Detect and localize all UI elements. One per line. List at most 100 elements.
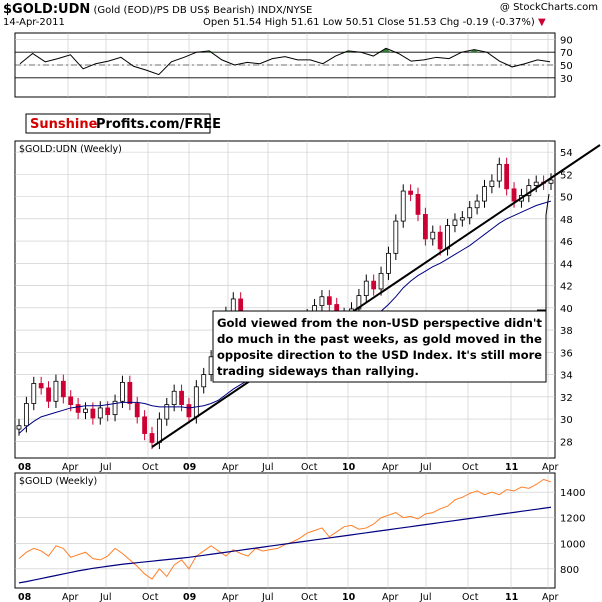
price-tick-label: 44 bbox=[560, 259, 573, 270]
price-tick-label: 52 bbox=[560, 170, 573, 181]
price-tick-label: 54 bbox=[560, 148, 573, 159]
chg-label: Chg bbox=[439, 17, 460, 28]
price-tick-label: 40 bbox=[560, 304, 573, 315]
price-panel-title: $GOLD:UDN (Weekly) bbox=[19, 144, 122, 155]
chg-down-arrow-icon: ▼ bbox=[538, 17, 546, 28]
gold-x-tick-label: Apr bbox=[222, 592, 239, 602]
annotation-line: trading sideways than rallying. bbox=[217, 364, 419, 378]
candle-body bbox=[400, 190, 406, 222]
candle-body bbox=[16, 425, 22, 430]
candle-body bbox=[326, 296, 332, 305]
rsi-overbought-fill bbox=[380, 48, 391, 53]
annotation-pointer bbox=[537, 193, 550, 311]
candle-body bbox=[60, 380, 66, 398]
chart-title: $GOLD:UDN (Gold (EOD)/PS DB US$ Bearish)… bbox=[3, 2, 312, 17]
candle-body bbox=[533, 181, 539, 186]
candle-body bbox=[452, 219, 458, 226]
rsi-tick-label: 30 bbox=[560, 74, 573, 85]
candle-body bbox=[112, 400, 118, 416]
watermark-box bbox=[25, 113, 211, 134]
candle-body bbox=[363, 280, 369, 297]
rsi-line bbox=[19, 47, 551, 76]
gold-x-tick-label: Apr bbox=[382, 592, 399, 602]
price-x-tick-label: Apr bbox=[222, 462, 239, 473]
annotation-line: Gold viewed from the non-USD perspective… bbox=[217, 316, 542, 330]
gold-x-tick-label: Oct bbox=[301, 592, 318, 602]
gold-tick-label: 800 bbox=[560, 565, 579, 576]
annotation-line: do much in the past weeks, as gold moved… bbox=[217, 332, 542, 346]
candle-body bbox=[489, 180, 495, 188]
candle-body bbox=[83, 408, 88, 413]
price-panel-frame bbox=[14, 140, 556, 459]
high-value: 51.61 bbox=[290, 17, 320, 28]
symbol-label: $GOLD:UDN bbox=[3, 2, 91, 17]
candle-body bbox=[482, 186, 487, 202]
candle-body bbox=[437, 231, 443, 250]
candle-body bbox=[149, 433, 155, 443]
gold-x-tick-label: Apr bbox=[62, 592, 79, 602]
close-label: Close bbox=[377, 17, 405, 28]
candle-body bbox=[201, 374, 207, 388]
candle-body bbox=[386, 252, 391, 274]
price-x-tick-label: 11 bbox=[505, 462, 518, 473]
candle-body bbox=[193, 386, 199, 418]
gold-tick-label: 1200 bbox=[560, 514, 585, 525]
open-label: Open bbox=[203, 17, 230, 28]
close-value: 51.53 bbox=[407, 17, 437, 28]
gold-x-tick-label: Oct bbox=[142, 592, 159, 602]
candle-body bbox=[90, 408, 96, 419]
annotation-line: opposite direction to the USD Index. It'… bbox=[217, 348, 542, 362]
candle-body bbox=[408, 190, 414, 195]
candle-body bbox=[474, 200, 480, 209]
price-x-tick-label: 09 bbox=[183, 462, 196, 473]
rsi-overbought-fill bbox=[469, 49, 480, 53]
price-x-tick-label: Apr bbox=[62, 462, 79, 473]
candle-body bbox=[356, 295, 362, 310]
candle-body bbox=[504, 163, 510, 190]
candle-body bbox=[445, 225, 450, 250]
candle-body bbox=[156, 418, 162, 443]
candle-body bbox=[430, 231, 436, 240]
rsi-tick-label: 70 bbox=[560, 48, 573, 59]
candle-body bbox=[142, 416, 148, 434]
price-tick-label: 34 bbox=[560, 371, 573, 382]
price-tick-label: 42 bbox=[560, 282, 573, 293]
price-tick-label: 28 bbox=[560, 437, 573, 448]
annotation-box bbox=[212, 310, 547, 383]
candle-body bbox=[164, 404, 170, 420]
gold-x-tick-label: Oct bbox=[462, 592, 479, 602]
candle-body bbox=[179, 390, 184, 406]
gold-panel-frame bbox=[14, 472, 556, 589]
candle-body bbox=[127, 381, 133, 404]
candle-body bbox=[134, 403, 140, 418]
candle-body bbox=[97, 407, 103, 419]
candle-body bbox=[31, 383, 37, 404]
price-x-tick-label: Oct bbox=[142, 462, 159, 473]
stockcharts-copyright: @ StockCharts.com bbox=[499, 2, 598, 13]
price-tick-label: 46 bbox=[560, 237, 573, 248]
low-label: Low bbox=[322, 17, 343, 28]
gold-x-tick-label: 11 bbox=[505, 592, 518, 602]
candle-body bbox=[496, 163, 502, 182]
rsi-tick-label: 90 bbox=[560, 35, 573, 46]
price-tick-label: 36 bbox=[560, 348, 573, 359]
candle-body bbox=[415, 193, 421, 215]
rsi-tick-label: 50 bbox=[560, 61, 573, 72]
price-x-tick-label: Jul bbox=[419, 462, 431, 473]
gold-x-tick-label: 08 bbox=[18, 592, 32, 602]
low-value: 50.51 bbox=[345, 17, 375, 28]
price-tick-label: 38 bbox=[560, 326, 573, 337]
trendline bbox=[151, 144, 601, 448]
watermark-profits: Profits.com/FREE bbox=[96, 117, 221, 132]
candle-body bbox=[75, 404, 81, 413]
open-value: 51.54 bbox=[232, 17, 262, 28]
price-x-tick-label: Oct bbox=[462, 462, 479, 473]
candle-body bbox=[23, 403, 29, 427]
watermark-sunshine: Sunshine bbox=[30, 117, 98, 132]
gold-x-tick-label: Apr bbox=[542, 592, 559, 602]
gold-panel-title: $GOLD (Weekly) bbox=[19, 476, 97, 487]
rsi-overbought-fill bbox=[204, 50, 215, 53]
gold-moving-average-line bbox=[18, 506, 552, 584]
candle-body bbox=[186, 404, 192, 418]
